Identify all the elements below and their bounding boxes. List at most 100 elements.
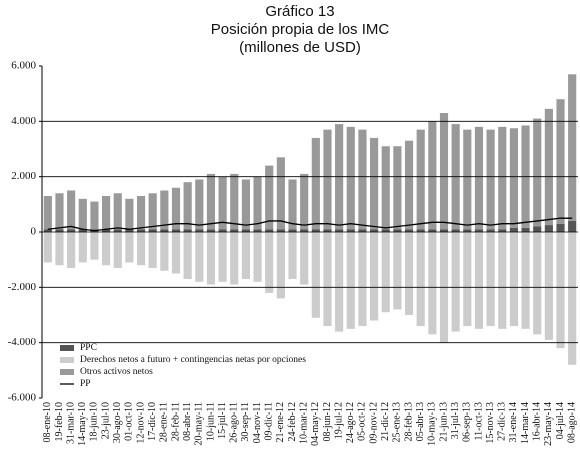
x-tick-label: 08-ene-10 bbox=[42, 402, 53, 443]
bar bbox=[463, 129, 472, 230]
bar bbox=[544, 225, 553, 232]
bar bbox=[125, 229, 134, 232]
bar bbox=[370, 137, 379, 230]
bar bbox=[428, 232, 437, 335]
bar bbox=[67, 190, 76, 230]
bar bbox=[276, 229, 285, 232]
bar bbox=[55, 232, 64, 266]
bar bbox=[463, 229, 472, 232]
bar bbox=[241, 179, 250, 230]
bar bbox=[416, 129, 425, 230]
line bbox=[47, 217, 573, 232]
bar bbox=[113, 232, 122, 268]
x-tick-label: 14-mar-14 bbox=[520, 402, 531, 444]
bar bbox=[568, 220, 577, 232]
bar bbox=[55, 229, 64, 232]
x-tick-label: 08-jun-12 bbox=[322, 402, 333, 441]
bar bbox=[171, 187, 181, 230]
bar bbox=[206, 232, 216, 285]
y-tick-label: 4.000 bbox=[11, 115, 36, 127]
bar bbox=[67, 229, 76, 232]
bar bbox=[206, 173, 216, 230]
legend-swatch bbox=[60, 345, 74, 351]
y-tick-label: 2.000 bbox=[11, 170, 36, 182]
bar bbox=[148, 193, 157, 230]
bar bbox=[288, 229, 297, 232]
x-tick-label: 28-feb-13 bbox=[403, 402, 414, 441]
bar bbox=[102, 229, 111, 232]
x-tick-label: 06-sep-13 bbox=[462, 402, 473, 442]
bar bbox=[416, 229, 425, 232]
bar bbox=[67, 232, 76, 268]
x-tick-label: 31-mar-10 bbox=[65, 402, 76, 444]
bar bbox=[393, 229, 402, 232]
bar bbox=[381, 232, 390, 313]
x-tick-label: 01-oct-10 bbox=[124, 402, 135, 441]
bar bbox=[533, 118, 542, 227]
bar bbox=[43, 232, 52, 263]
x-tick-label: 08-ago-14 bbox=[566, 402, 577, 443]
bar bbox=[521, 232, 530, 329]
bar bbox=[300, 232, 309, 285]
bar bbox=[195, 229, 204, 232]
x-tick-label: 23-jul-10 bbox=[100, 402, 111, 439]
bar bbox=[498, 126, 507, 230]
bar bbox=[300, 229, 309, 232]
bar bbox=[568, 74, 577, 221]
bar bbox=[404, 232, 414, 315]
bar bbox=[136, 196, 146, 230]
bar bbox=[311, 137, 320, 230]
x-tick-label: 09-nov-12 bbox=[368, 402, 379, 444]
legend-label: Derechos netos a futuro + contingencias … bbox=[80, 354, 306, 365]
bar bbox=[568, 232, 577, 365]
x-tick-label: 31-ene-14 bbox=[508, 402, 519, 443]
bar bbox=[102, 196, 111, 230]
y-tick-label: 0 bbox=[31, 226, 37, 238]
bar bbox=[323, 129, 332, 230]
bar bbox=[78, 198, 87, 230]
bar bbox=[136, 232, 146, 266]
bar bbox=[288, 179, 297, 230]
bar bbox=[404, 140, 414, 230]
x-tick-label: 09-dic-11 bbox=[264, 402, 275, 441]
x-tick-label: 17-dic-10 bbox=[147, 402, 158, 441]
bar bbox=[451, 232, 460, 332]
bar bbox=[521, 227, 530, 232]
bar bbox=[370, 232, 379, 321]
bar bbox=[556, 223, 565, 232]
x-tick-label: 05-abr-13 bbox=[415, 402, 426, 441]
x-tick-label: 28-ene-11 bbox=[159, 402, 170, 442]
bar bbox=[253, 232, 262, 282]
bar bbox=[474, 126, 484, 230]
bar bbox=[404, 229, 414, 232]
bar bbox=[346, 126, 355, 230]
bar bbox=[556, 232, 565, 349]
x-tick-label: 30-ago-10 bbox=[112, 402, 123, 443]
bar bbox=[171, 229, 181, 232]
bar bbox=[335, 232, 344, 332]
x-tick-label: 15-jul-11 bbox=[217, 402, 228, 439]
x-tick-label: 14-may-10 bbox=[77, 402, 88, 446]
bar bbox=[439, 229, 449, 232]
bar bbox=[113, 229, 122, 232]
bar bbox=[253, 229, 262, 232]
bar bbox=[544, 232, 553, 340]
x-tick-label: 25-ene-13 bbox=[392, 402, 403, 443]
bar bbox=[230, 229, 239, 232]
x-tick-label: 04-may-12 bbox=[310, 402, 321, 446]
bar bbox=[183, 232, 192, 280]
x-tick-label: 21-jun-13 bbox=[438, 402, 449, 441]
bar bbox=[486, 232, 495, 327]
bar bbox=[265, 232, 274, 293]
chart-title: Gráfico 13 bbox=[265, 3, 334, 20]
x-tick-label: 24-feb-12 bbox=[287, 402, 298, 441]
x-tick-label: 04-nov-11 bbox=[252, 402, 263, 443]
bar bbox=[533, 232, 542, 335]
bar bbox=[195, 232, 204, 282]
bar bbox=[463, 232, 472, 327]
x-tick-label: 28-feb-11 bbox=[170, 402, 181, 441]
x-tick-label: 04-jul-14 bbox=[555, 402, 566, 439]
y-tick-label: -6.000 bbox=[8, 392, 37, 404]
bar bbox=[195, 179, 204, 230]
